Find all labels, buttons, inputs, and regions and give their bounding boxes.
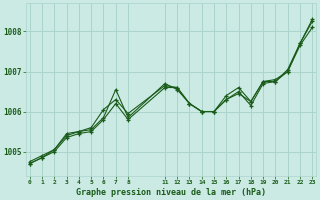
X-axis label: Graphe pression niveau de la mer (hPa): Graphe pression niveau de la mer (hPa) [76,188,266,197]
